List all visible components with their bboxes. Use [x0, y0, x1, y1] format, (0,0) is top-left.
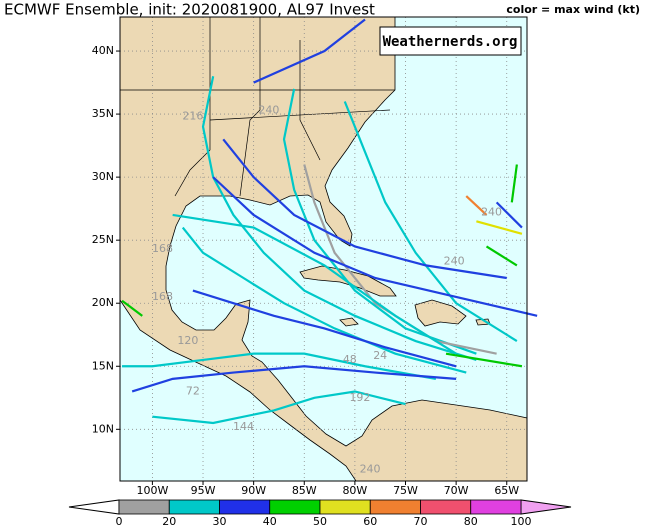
storm-track [121, 299, 143, 317]
storm-track [192, 289, 457, 368]
colorbar-segment [420, 499, 472, 515]
colorbar-over [520, 499, 572, 515]
colorbar-label: 20 [162, 515, 176, 528]
storm-track [282, 88, 477, 355]
colorbar-label: 100 [511, 515, 532, 528]
colorbar-segment [319, 499, 371, 515]
colorbar-label: 50 [313, 515, 327, 528]
y-tick-label: 20N [92, 296, 114, 309]
tracks [121, 18, 538, 425]
storm-track [212, 176, 538, 317]
hour-label: 168 [152, 290, 173, 303]
colorbar-under [68, 499, 120, 515]
y-tick-label: 30N [92, 170, 114, 183]
hour-label: 24 [373, 349, 387, 362]
hour-label: 240 [360, 463, 381, 476]
storm-track [131, 365, 457, 393]
hour-label: 168 [152, 242, 173, 255]
colorbar-label: 40 [263, 515, 277, 528]
storm-track [152, 390, 406, 425]
watermark: Weathernerds.org [383, 34, 518, 50]
y-tick-label: 25N [92, 233, 114, 246]
hour-label: 120 [177, 334, 198, 347]
hour-label: 192 [349, 391, 370, 404]
colorbar-segment [369, 499, 421, 515]
storm-track [172, 213, 457, 355]
hour-label: 240 [258, 103, 279, 116]
watermark-box [379, 26, 522, 56]
x-tick-label: 95W [191, 484, 216, 497]
colorbar-label: 70 [414, 515, 428, 528]
storm-track [303, 164, 497, 355]
x-tick-label: 80W [342, 484, 367, 497]
x-tick-label: 75W [393, 484, 418, 497]
hour-label: 240 [481, 205, 502, 218]
colorbar-segment [219, 499, 271, 515]
colorbar-label: 0 [116, 515, 123, 528]
storm-track [465, 195, 488, 216]
graticule [120, 17, 527, 481]
map-frame [119, 16, 528, 482]
legend-note: color = max wind (kt) [506, 3, 640, 16]
y-tick-label: 15N [92, 359, 114, 372]
hour-label: 216 [182, 110, 203, 123]
colorbar-segment [470, 499, 522, 515]
colorbar-label: 60 [363, 515, 377, 528]
y-tick-label: 40N [92, 44, 114, 57]
x-tick-label: 65W [494, 484, 519, 497]
storm-track [201, 76, 477, 362]
storm-track [495, 201, 523, 229]
hour-label: 72 [186, 384, 200, 397]
colorbar-label: 80 [464, 515, 478, 528]
colorbar: 0 20 30 40 50 60 70 80 100 [68, 499, 572, 528]
colorbar-label: 30 [213, 515, 227, 528]
x-tick-label: 70W [444, 484, 469, 497]
hour-labels: 240 216 240 240 168 120 72 48 24 192 240 144 168 [152, 103, 502, 475]
storm-track [445, 352, 523, 368]
y-tick-label: 35N [92, 107, 114, 120]
storm-track [253, 18, 366, 84]
storm-track [222, 138, 507, 280]
x-tick-label: 100W [136, 484, 168, 497]
colorbar-segment [168, 499, 220, 515]
y-tick-label: 10N [92, 422, 114, 435]
storm-track [122, 352, 437, 380]
storm-track [181, 226, 467, 374]
x-tick-label: 85W [292, 484, 317, 497]
title: ECMWF Ensemble, init: 2020081900, AL97 I… [4, 1, 375, 19]
storm-track [485, 245, 518, 267]
storm-track [476, 220, 523, 235]
hour-label: 240 [444, 255, 465, 268]
storm-track [510, 164, 518, 203]
x-tick-label: 90W [241, 484, 266, 497]
hour-label: 144 [233, 420, 254, 433]
colorbar-segment [269, 499, 321, 515]
hour-label: 48 [343, 353, 357, 366]
colorbar-segment [118, 499, 170, 515]
storm-track [343, 101, 518, 342]
